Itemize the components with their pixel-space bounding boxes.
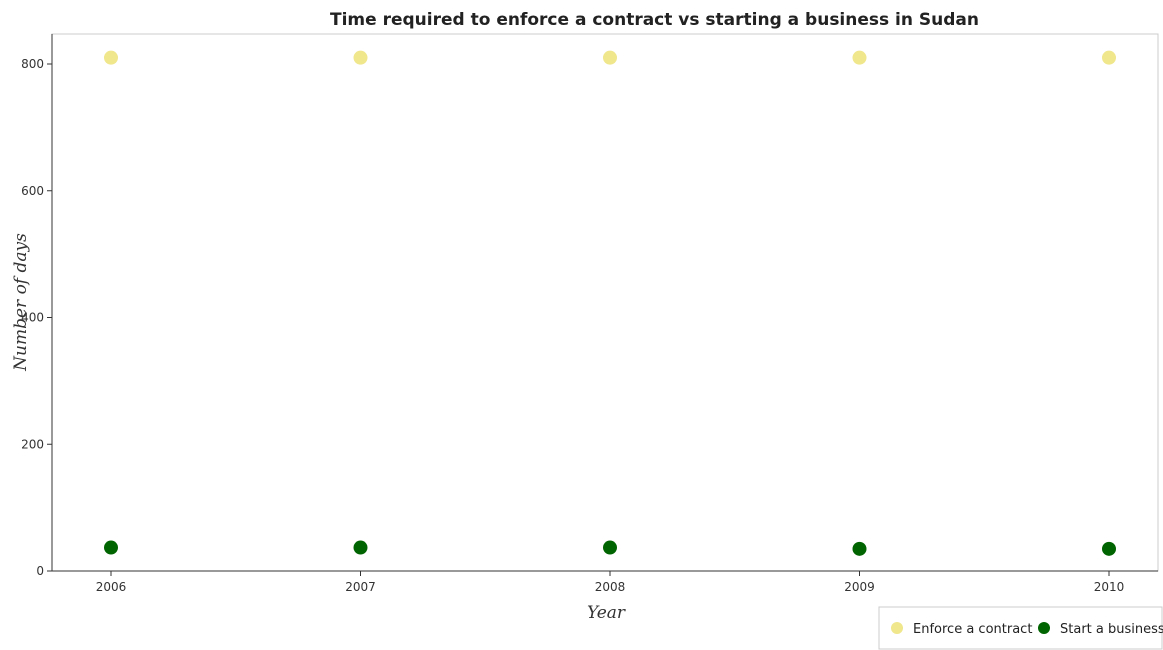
start-business-point-2010 <box>1102 541 1116 556</box>
x-tick-label: 2007 <box>345 580 376 594</box>
legend-label-start: Start a business <box>1060 622 1163 637</box>
plot-area <box>51 33 1159 572</box>
x-tick-label: 2006 <box>96 580 127 594</box>
y-tick-label: 0 <box>36 564 44 578</box>
y-tick-label: 600 <box>21 184 44 198</box>
enforce-contract-point-2008 <box>603 50 617 65</box>
legend-label-enforce: Enforce a contract <box>913 622 1032 637</box>
y-ticks: 0 200 400 600 800 <box>21 57 52 578</box>
start-business-point-2007 <box>353 540 368 555</box>
x-tick-label: 2010 <box>1094 580 1125 594</box>
start-business-point-2009 <box>852 541 867 556</box>
x-ticks: 2006 2007 2008 2009 2010 <box>96 571 1125 594</box>
y-tick-label: 400 <box>21 311 44 325</box>
y-tick-label: 800 <box>21 57 44 71</box>
y-tick-label: 200 <box>21 437 44 451</box>
x-tick-label: 2009 <box>844 580 875 594</box>
legend-box <box>878 606 1163 650</box>
enforce-contract-point-2006 <box>104 50 118 65</box>
data-points <box>104 50 1116 556</box>
legend: Enforce a contract Start a business <box>878 606 1163 650</box>
enforce-contract-point-2010 <box>1102 50 1116 65</box>
enforce-contract-point-2007 <box>353 50 368 65</box>
chart-title: Time required to enforce a contract vs s… <box>330 10 979 30</box>
x-axis-label: Year <box>587 603 626 623</box>
start-business-point-2006 <box>104 540 118 555</box>
start-business-point-2008 <box>603 540 617 555</box>
legend-marker-start <box>1038 622 1050 634</box>
legend-marker-enforce <box>891 622 903 634</box>
x-tick-label: 2008 <box>595 580 626 594</box>
enforce-contract-point-2009 <box>852 50 867 65</box>
y-axis-label: Number of days <box>11 233 31 372</box>
